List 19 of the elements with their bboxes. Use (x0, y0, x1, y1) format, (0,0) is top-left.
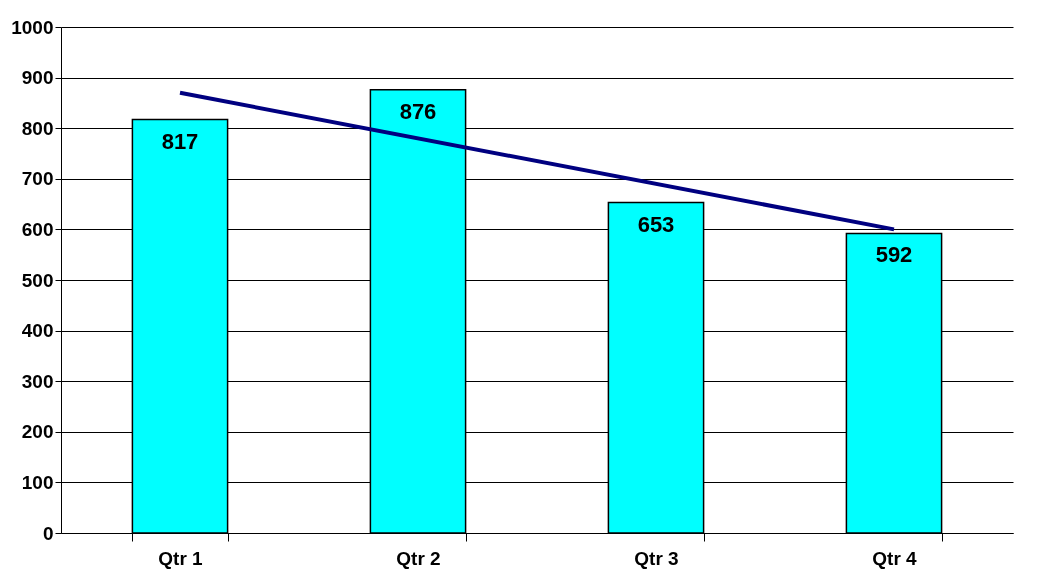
y-tick-label: 600 (21, 218, 54, 240)
y-tick-label: 300 (21, 370, 54, 392)
x-tick-label: Qtr 2 (396, 547, 441, 569)
y-tick-label: 700 (21, 168, 54, 190)
y-tick-label: 1000 (11, 16, 54, 38)
x-tick-label: Qtr 3 (634, 547, 679, 569)
y-tick-label: 500 (21, 269, 54, 291)
data-label: 592 (875, 242, 913, 268)
y-tick-label: 0 (42, 522, 54, 544)
data-label: 817 (161, 128, 199, 154)
x-tick-label: Qtr 1 (158, 547, 204, 569)
y-tick-label: 800 (21, 117, 54, 139)
y-tick-label: 400 (21, 320, 54, 342)
y-tick-label: 200 (21, 421, 54, 443)
y-tick-label: 100 (21, 471, 54, 493)
x-tick-label: Qtr 4 (872, 547, 918, 569)
y-tick-label: 900 (21, 67, 54, 89)
data-label: 876 (399, 98, 437, 124)
data-label: 653 (637, 211, 675, 237)
